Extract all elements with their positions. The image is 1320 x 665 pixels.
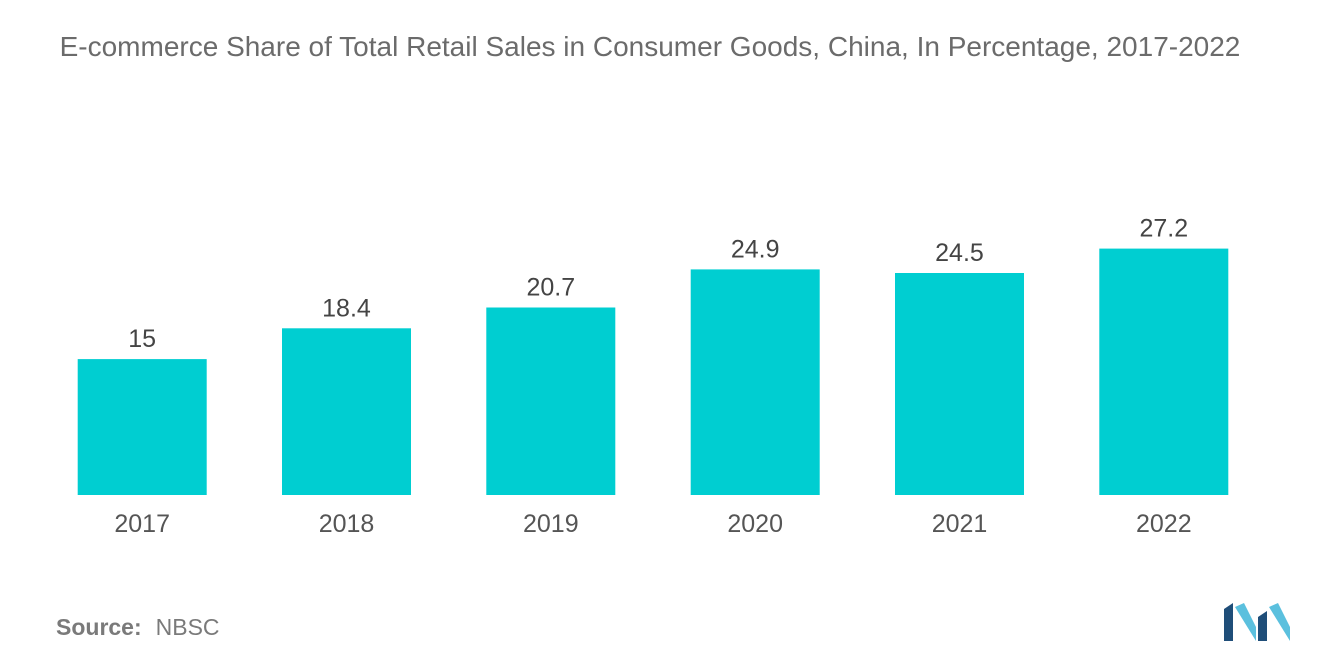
x-tick-label-2020: 2020 (727, 510, 783, 538)
value-label-2019: 20.7 (526, 274, 575, 302)
value-label-2018: 18.4 (322, 294, 371, 322)
value-label-2017: 15 (128, 325, 156, 353)
chart-title: E-commerce Share of Total Retail Sales i… (59, 31, 1241, 62)
bar-2020 (690, 269, 820, 495)
bar-2021 (895, 273, 1024, 495)
value-label-2022: 27.2 (1139, 215, 1188, 243)
value-label-2020: 24.9 (731, 235, 780, 263)
bar-2019 (486, 307, 616, 495)
source-value: NBSC (155, 614, 220, 640)
mordor-logo-icon (1224, 603, 1290, 641)
source-label: Source: (56, 614, 142, 640)
value-label-2021: 24.5 (935, 239, 984, 267)
bar-2018 (282, 328, 411, 495)
x-tick-label-2017: 2017 (114, 510, 170, 538)
source-row: Source: NBSC (56, 614, 220, 641)
bar-2022 (1099, 248, 1229, 495)
x-tick-label-2022: 2022 (1136, 510, 1192, 538)
x-tick-label-2018: 2018 (319, 510, 375, 538)
x-tick-label-2019: 2019 (523, 510, 579, 538)
bar-2017 (77, 359, 207, 495)
x-tick-label-2021: 2021 (932, 510, 988, 538)
